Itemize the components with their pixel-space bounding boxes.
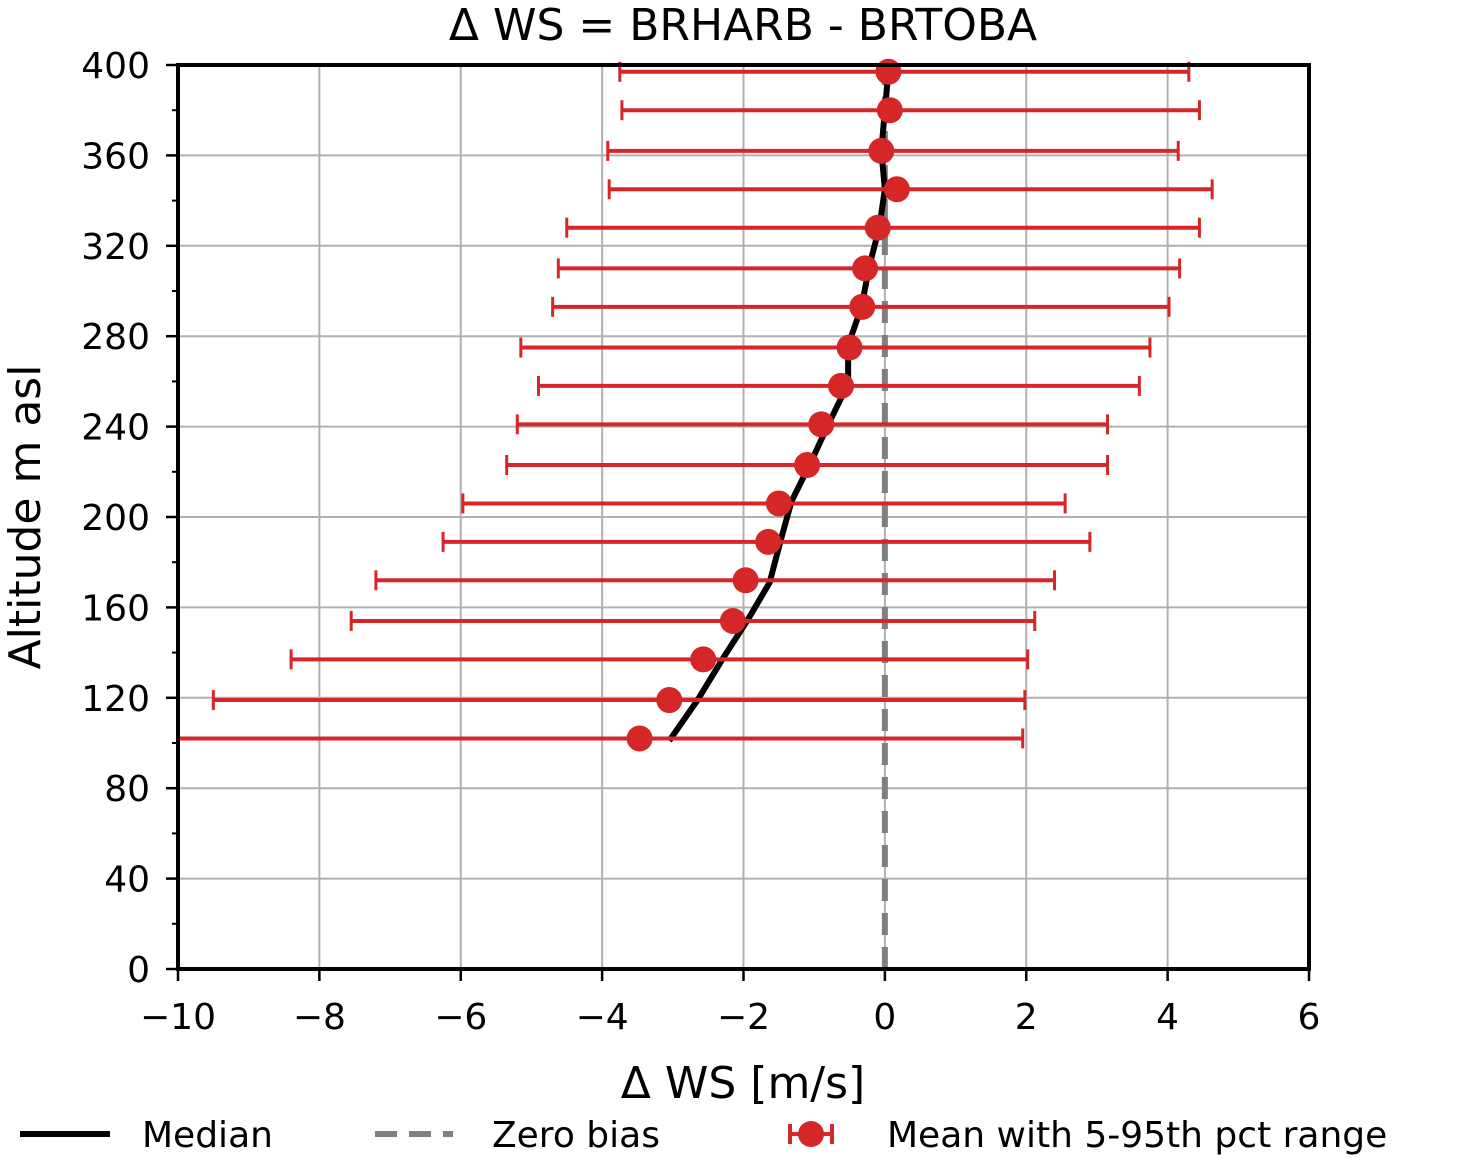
y-tick-label: 240	[81, 408, 150, 449]
mean-errorbar	[556, 255, 1182, 282]
mean-errorbar	[461, 490, 1067, 517]
mean-errorbar	[178, 725, 1025, 752]
chart-title: Δ WS = BRHARB - BRTOBA	[449, 0, 1037, 51]
y-ticks: 0 40 80 120 160 200 240 280 320 360 400	[81, 46, 178, 991]
mean-errorbar	[620, 97, 1201, 124]
x-tick-label: −4	[576, 997, 629, 1038]
mean-errorbar	[505, 452, 1110, 479]
mean-point	[875, 58, 902, 85]
median-line-group	[666, 71, 892, 743]
x-ticks: −10 −8 −6 −4 −2 0 2 4 6	[140, 969, 1320, 1038]
mean-errorbar	[606, 137, 1180, 164]
legend-median-label: Median	[142, 1115, 273, 1156]
mean-point	[864, 214, 891, 241]
mean-point	[626, 725, 653, 752]
legend-mean-swatch	[788, 1121, 834, 1147]
mean-errorbar	[349, 607, 1037, 634]
x-tick-label: −2	[717, 997, 770, 1038]
legend: Median Zero bias Mean with 5-95th pct ra…	[20, 1115, 1387, 1156]
mean-errorbar	[607, 176, 1214, 203]
mean-point	[836, 334, 863, 361]
mean-point	[656, 687, 683, 714]
x-tick-label: 2	[1015, 997, 1038, 1038]
mean-point	[852, 255, 879, 282]
legend-zero-bias-label: Zero bias	[492, 1115, 660, 1156]
mean-point	[883, 176, 910, 203]
x-tick-label: −8	[293, 997, 346, 1038]
x-tick-label: 6	[1298, 997, 1321, 1038]
y-tick-label: 160	[81, 588, 150, 629]
mean-point	[849, 293, 876, 320]
y-tick-label: 80	[104, 769, 150, 810]
y-tick-label: 280	[81, 317, 150, 358]
mean-errorbar	[441, 528, 1092, 555]
y-tick-label: 0	[127, 950, 150, 991]
mean-point	[794, 452, 821, 479]
x-axis-label: Δ WS [m/s]	[621, 1058, 865, 1109]
mean-point	[828, 372, 855, 399]
y-tick-label: 200	[81, 498, 150, 539]
mean-errorbar	[551, 293, 1171, 320]
x-tick-label: −6	[434, 997, 487, 1038]
mean-errorbar	[537, 372, 1141, 399]
mean-point	[690, 646, 717, 673]
mean-point	[765, 490, 792, 517]
median-line	[666, 71, 892, 743]
mean-errorbar	[565, 214, 1201, 241]
mean-errorbar	[211, 687, 1027, 714]
mean-point	[732, 567, 759, 594]
mean-point	[755, 528, 782, 555]
mean-errorbar	[515, 411, 1110, 438]
y-axis-label: Altitude m asl	[0, 365, 51, 670]
y-tick-label: 400	[81, 46, 150, 87]
y-tick-label: 360	[81, 136, 150, 177]
mean-point	[868, 137, 895, 164]
y-tick-label: 120	[81, 679, 150, 720]
x-tick-label: 0	[873, 997, 896, 1038]
x-tick-label: −10	[140, 997, 216, 1038]
mean-errorbar	[374, 567, 1057, 594]
mean-point	[719, 607, 746, 634]
y-tick-label: 40	[104, 860, 150, 901]
mean-point	[808, 411, 835, 438]
legend-mean-label: Mean with 5-95th pct range	[887, 1115, 1387, 1156]
mean-errorbar	[519, 334, 1152, 361]
x-tick-label: 4	[1156, 997, 1179, 1038]
y-tick-label: 320	[81, 227, 150, 268]
grid	[177, 64, 1310, 970]
mean-errorbar	[289, 646, 1030, 673]
mean-point	[876, 97, 903, 124]
mean-errorbar	[618, 58, 1191, 85]
mean-errorbars-group	[178, 58, 1214, 752]
